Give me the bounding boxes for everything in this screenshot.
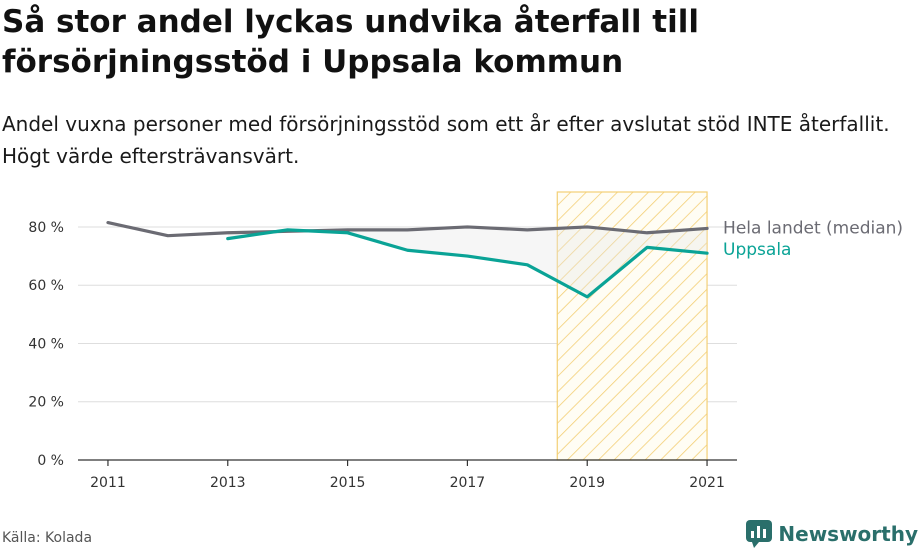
y-tick-label: 40 %: [28, 336, 64, 352]
x-tick-label: 2021: [689, 475, 725, 491]
x-tick-label: 2019: [569, 475, 605, 491]
gap-area: [227, 226, 708, 297]
highlight-hatch: [556, 191, 708, 461]
series-lines: [106, 220, 709, 299]
series-label-1: Uppsala: [723, 240, 791, 260]
source-note: Källa: Kolada: [2, 530, 93, 546]
difference-area: [227, 226, 708, 297]
series-line-1: [226, 228, 709, 299]
series-labels: Hela landet (median)Uppsala: [723, 218, 903, 260]
tick-labels: 0 % 20 % 40 % 60 % 80 % 2011 2013 2015 2017 2019 2…: [28, 220, 724, 491]
y-tick-label: 80 %: [28, 220, 64, 236]
chart-title: Så stor andel lyckas undvika återfall ti…: [2, 4, 699, 80]
y-tick-label: 0 %: [37, 453, 64, 469]
series-line-0: [106, 220, 709, 238]
brand-logo: Newsworthy: [746, 520, 918, 548]
highlight-region: [556, 191, 708, 461]
x-tick-label: 2011: [90, 475, 126, 491]
x-tick-label: 2013: [210, 475, 246, 491]
series-label-0: Hela landet (median): [723, 218, 903, 238]
x-tick-label: 2017: [450, 475, 486, 491]
x-tick-label: 2015: [330, 475, 366, 491]
x-axis: [78, 459, 737, 466]
y-tick-label: 60 %: [28, 278, 64, 294]
brand-name: Newsworthy: [778, 522, 918, 546]
chart-subtitle: Andel vuxna personer med försörjningsstö…: [2, 112, 890, 168]
y-tick-label: 20 %: [28, 395, 64, 411]
bar-chart-icon: [746, 520, 773, 548]
